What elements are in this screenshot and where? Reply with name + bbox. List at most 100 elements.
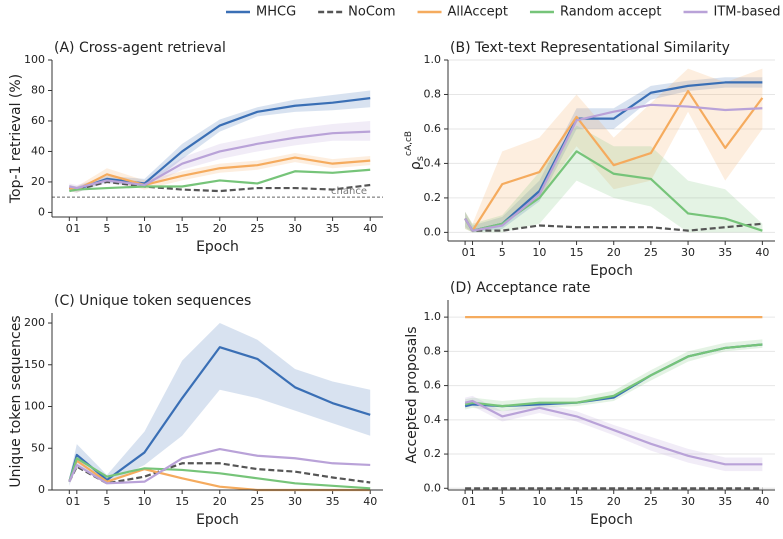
x-tick-label: 1 — [73, 222, 80, 235]
legend-label: MHCG — [256, 5, 296, 20]
legend: MHCG NoCom AllAccept Random accept ITM-based — [226, 5, 780, 20]
y-tick-label: 0.2 — [424, 447, 442, 460]
x-tick-label: 25 — [644, 495, 658, 508]
panel-title: (A) Cross-agent retrieval — [54, 40, 226, 56]
y-tick-label: 200 — [24, 316, 45, 329]
x-tick-label: 40 — [363, 495, 377, 508]
y-tick-label: 1.0 — [424, 53, 442, 66]
y-label-sup: cA,cB — [404, 131, 414, 156]
x-tick-label: 35 — [718, 246, 732, 259]
y-tick-label: 0.0 — [424, 225, 442, 238]
y-axis-label: Top-1 retrieval (%) — [8, 74, 24, 204]
y-tick-label: 20 — [31, 175, 45, 188]
y-tick-label: 0 — [38, 205, 45, 218]
x-axis-label: Epoch — [196, 512, 239, 528]
confidence-band — [69, 323, 371, 486]
series-line — [69, 130, 371, 190]
y-axis-label: Accepted proposals — [404, 326, 420, 463]
confidence-band — [465, 125, 763, 233]
series-line — [68, 462, 371, 485]
x-tick-label: 10 — [138, 495, 152, 508]
y-tick-label: 50 — [31, 441, 45, 454]
x-tick-label: 20 — [607, 495, 621, 508]
x-tick-label: 20 — [213, 495, 227, 508]
x-tick-label: 5 — [103, 222, 110, 235]
series-line — [464, 89, 764, 232]
x-tick-label: 15 — [175, 222, 189, 235]
x-axis-label: Epoch — [590, 263, 633, 279]
legend-label: ITM-based — [714, 5, 781, 20]
x-axis-label: Epoch — [590, 512, 633, 528]
x-tick-label: 15 — [175, 495, 189, 508]
x-tick-label: 20 — [213, 222, 227, 235]
series-line — [464, 399, 763, 466]
x-axis-label: Epoch — [196, 239, 239, 255]
x-tick-label: 30 — [681, 246, 695, 259]
y-tick-label: 0.4 — [424, 156, 442, 169]
series-line — [68, 447, 371, 485]
x-tick-label: 1 — [469, 246, 476, 259]
x-tick-label: 0 — [462, 495, 469, 508]
y-axis-label: Unique token sequences — [8, 315, 24, 487]
x-tick-label: 25 — [644, 246, 658, 259]
x-tick-label: 0 — [66, 495, 73, 508]
x-tick-label: 1 — [73, 495, 80, 508]
y-tick-label: 0.8 — [424, 344, 442, 357]
y-tick-label: 80 — [31, 83, 45, 96]
confidence-band — [465, 395, 763, 472]
y-tick-label: 0.4 — [424, 413, 442, 426]
x-tick-label: 0 — [462, 246, 469, 259]
y-tick-label: 0.6 — [424, 379, 442, 392]
y-tick-label: 0.6 — [424, 122, 442, 135]
x-tick-label: 35 — [326, 222, 340, 235]
x-tick-label: 15 — [570, 246, 584, 259]
series-line — [69, 168, 371, 193]
legend-label: Random accept — [560, 5, 662, 20]
x-tick-label: 0 — [66, 222, 73, 235]
x-tick-label: 25 — [250, 222, 264, 235]
series-line — [464, 218, 763, 232]
y-tick-label: 60 — [31, 114, 45, 127]
y-label-sub: s — [415, 156, 426, 161]
x-tick-label: 15 — [570, 495, 584, 508]
y-tick-label: 1.0 — [424, 310, 442, 323]
x-tick-label: 40 — [755, 495, 769, 508]
y-tick-label: 0.8 — [424, 87, 442, 100]
series-line — [68, 457, 371, 490]
x-tick-label: 30 — [288, 222, 302, 235]
y-tick-label: 0 — [38, 483, 45, 496]
x-tick-label: 30 — [681, 495, 695, 508]
series-line — [69, 180, 371, 193]
y-tick-label: 0.2 — [424, 191, 442, 204]
x-tick-label: 5 — [499, 495, 506, 508]
x-tick-label: 35 — [718, 495, 732, 508]
reference-label: chance — [331, 186, 367, 197]
panel-title: (C) Unique token sequences — [54, 293, 251, 309]
legend-label: AllAccept — [448, 5, 508, 20]
x-tick-label: 1 — [469, 495, 476, 508]
series-line — [69, 156, 371, 191]
series-line — [464, 103, 763, 232]
y-axis-label: ρscA,cB — [404, 131, 427, 170]
y-tick-label: 100 — [24, 400, 45, 413]
x-tick-label: 30 — [288, 495, 302, 508]
x-tick-label: 40 — [363, 222, 377, 235]
x-tick-label: 10 — [532, 246, 546, 259]
y-tick-label: 100 — [24, 53, 45, 66]
series-line — [464, 343, 763, 408]
x-tick-label: 25 — [250, 495, 264, 508]
x-tick-label: 5 — [499, 246, 506, 259]
panel-title: (D) Acceptance rate — [450, 280, 591, 296]
y-tick-label: 150 — [24, 358, 45, 371]
y-tick-label: 0.0 — [424, 481, 442, 494]
x-tick-label: 20 — [607, 246, 621, 259]
legend-label: NoCom — [348, 5, 395, 20]
y-tick-label: 40 — [31, 144, 45, 157]
panel-title: (B) Text-text Representational Similarit… — [450, 40, 730, 56]
x-tick-label: 5 — [103, 495, 110, 508]
x-tick-label: 40 — [755, 246, 769, 259]
x-tick-label: 35 — [326, 495, 340, 508]
y-label-base: ρ — [408, 161, 424, 170]
x-tick-label: 10 — [532, 495, 546, 508]
